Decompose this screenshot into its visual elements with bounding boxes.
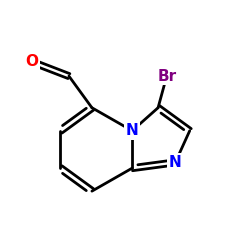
Text: N: N — [169, 155, 182, 170]
Text: N: N — [126, 123, 138, 138]
Text: O: O — [25, 54, 38, 69]
Text: Br: Br — [157, 68, 176, 84]
